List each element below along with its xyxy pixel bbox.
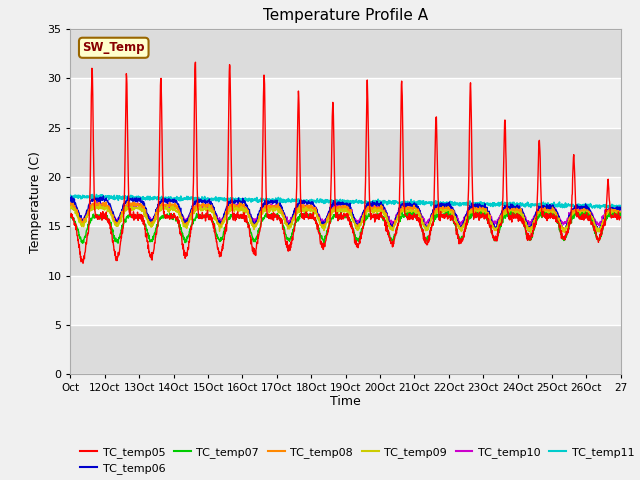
TC_temp06 <box>525 228 533 234</box>
TC_temp07 <box>206 215 214 221</box>
X-axis label: Time: Time <box>330 395 361 408</box>
TC_temp11 <box>587 202 595 208</box>
Text: SW_Temp: SW_Temp <box>83 41 145 54</box>
TC_temp07 <box>67 214 74 220</box>
TC_temp06 <box>67 198 74 204</box>
TC_temp05 <box>617 215 625 220</box>
TC_temp10 <box>67 204 74 210</box>
Line: TC_temp08: TC_temp08 <box>70 201 621 232</box>
TC_temp10 <box>267 202 275 208</box>
TC_temp11 <box>67 192 74 198</box>
TC_temp09 <box>67 204 74 210</box>
TC_temp11 <box>267 197 275 203</box>
TC_temp05 <box>267 214 275 220</box>
Y-axis label: Temperature (C): Temperature (C) <box>29 151 42 252</box>
TC_temp09 <box>356 222 364 228</box>
TC_temp07 <box>266 213 274 219</box>
Bar <box>70 177 621 226</box>
TC_temp06 <box>588 211 595 216</box>
TC_temp07 <box>356 229 364 235</box>
TC_temp10 <box>93 199 100 204</box>
TC_temp08 <box>67 201 74 206</box>
TC_temp09 <box>584 209 592 215</box>
TC_temp05 <box>79 260 87 266</box>
Bar <box>70 128 621 177</box>
TC_temp11 <box>617 204 625 210</box>
Line: TC_temp06: TC_temp06 <box>70 196 621 231</box>
Line: TC_temp10: TC_temp10 <box>70 202 621 227</box>
TC_temp10 <box>456 224 464 229</box>
TC_temp05 <box>357 232 365 238</box>
TC_temp10 <box>206 205 214 211</box>
TC_temp11 <box>616 206 624 212</box>
TC_temp05 <box>67 213 74 218</box>
TC_temp11 <box>356 200 364 205</box>
TC_temp05 <box>584 216 592 222</box>
TC_temp09 <box>245 215 253 220</box>
TC_temp10 <box>588 210 595 216</box>
TC_temp06 <box>245 209 253 215</box>
TC_temp08 <box>92 198 99 204</box>
TC_temp07 <box>444 209 452 215</box>
TC_temp07 <box>588 216 595 222</box>
TC_temp07 <box>321 240 328 246</box>
TC_temp06 <box>617 206 625 212</box>
TC_temp09 <box>92 202 99 207</box>
TC_temp06 <box>356 219 364 225</box>
TC_temp10 <box>356 215 364 221</box>
TC_temp06 <box>206 199 214 204</box>
TC_temp09 <box>267 206 275 212</box>
TC_temp10 <box>584 205 592 211</box>
Line: TC_temp07: TC_temp07 <box>70 212 621 243</box>
TC_temp07 <box>617 211 625 216</box>
TC_temp08 <box>356 221 364 227</box>
Line: TC_temp09: TC_temp09 <box>70 204 621 233</box>
TC_temp11 <box>245 195 253 201</box>
TC_temp11 <box>206 196 214 202</box>
Bar <box>70 78 621 128</box>
TC_temp05 <box>191 60 199 65</box>
TC_temp08 <box>206 203 214 209</box>
TC_temp09 <box>206 206 214 212</box>
Line: TC_temp11: TC_temp11 <box>70 194 621 209</box>
TC_temp08 <box>559 229 566 235</box>
TC_temp09 <box>588 213 595 219</box>
TC_temp09 <box>527 230 534 236</box>
TC_temp08 <box>267 204 275 210</box>
Bar <box>70 276 621 325</box>
TC_temp05 <box>588 222 595 228</box>
Bar <box>70 226 621 276</box>
TC_temp06 <box>100 193 108 199</box>
Legend: TC_temp05, TC_temp06, TC_temp07, TC_temp08, TC_temp09, TC_temp10, TC_temp11: TC_temp05, TC_temp06, TC_temp07, TC_temp… <box>76 442 639 479</box>
Title: Temperature Profile A: Temperature Profile A <box>263 9 428 24</box>
Line: TC_temp05: TC_temp05 <box>70 62 621 263</box>
TC_temp10 <box>617 207 625 213</box>
TC_temp11 <box>93 192 100 197</box>
TC_temp07 <box>245 222 253 228</box>
TC_temp10 <box>245 209 253 215</box>
TC_temp09 <box>617 211 625 216</box>
TC_temp05 <box>246 225 253 231</box>
TC_temp08 <box>588 216 595 221</box>
TC_temp08 <box>617 210 625 216</box>
Bar <box>70 325 621 374</box>
TC_temp08 <box>245 212 253 218</box>
TC_temp05 <box>207 212 214 217</box>
TC_temp07 <box>584 214 592 219</box>
TC_temp06 <box>267 199 275 204</box>
TC_temp11 <box>584 203 591 208</box>
TC_temp06 <box>584 204 592 210</box>
TC_temp08 <box>584 210 592 216</box>
Bar <box>70 29 621 78</box>
